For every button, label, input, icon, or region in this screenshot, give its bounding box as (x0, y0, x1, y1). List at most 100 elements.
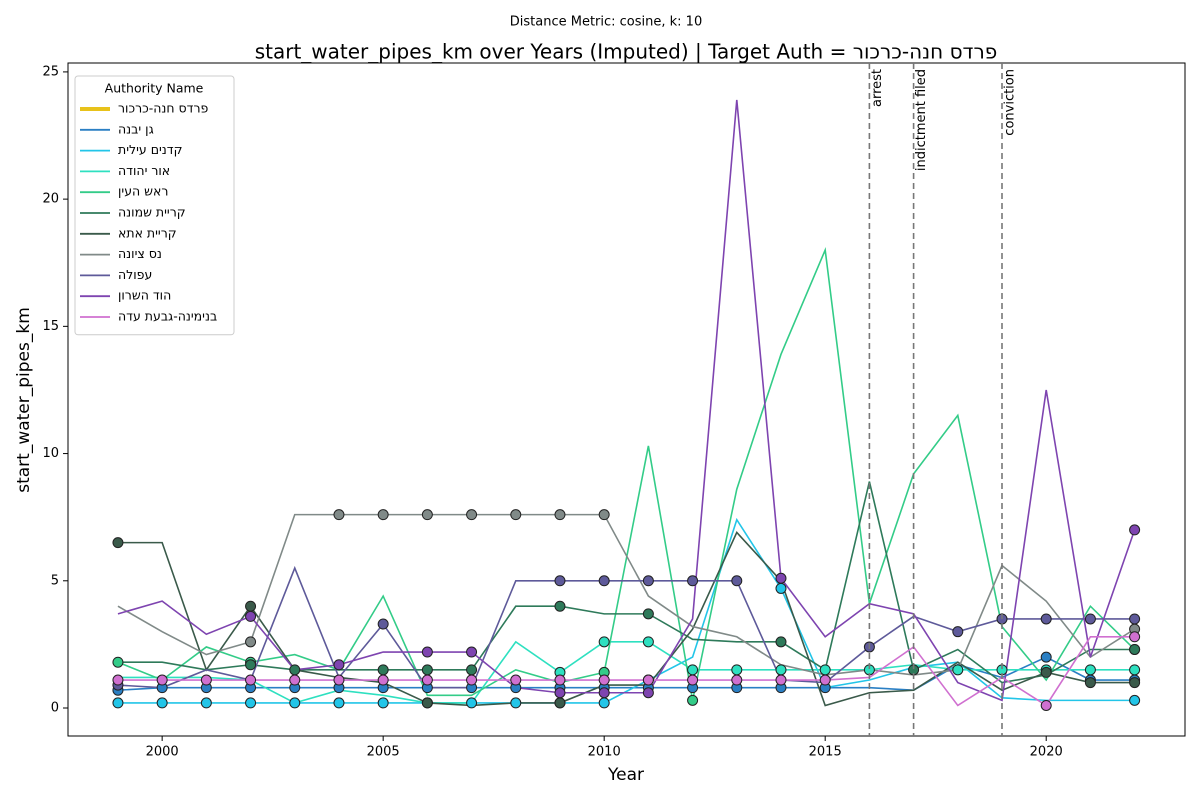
x-tick-label: 2015 (809, 745, 842, 760)
series-line (117, 531, 1135, 707)
imputed-marker (245, 636, 257, 648)
imputed-marker (1129, 694, 1141, 706)
imputed-marker (333, 509, 345, 521)
plot-frame (67, 62, 1186, 737)
imputed-marker (112, 697, 124, 709)
legend-label: הוד השרון (118, 288, 171, 303)
imputed-marker (1040, 613, 1052, 625)
legend-title: Authority Name (105, 81, 204, 96)
imputed-marker (598, 509, 610, 521)
y-tick-label: 10 (42, 446, 59, 461)
imputed-marker (1129, 613, 1141, 625)
legend-label: גן יבנה (118, 121, 154, 136)
imputed-marker (731, 664, 743, 676)
imputed-marker (333, 659, 345, 671)
imputed-marker (554, 600, 566, 612)
imputed-marker (377, 664, 389, 676)
x-tick-label: 2020 (1030, 745, 1063, 760)
series-line (117, 517, 1135, 704)
imputed-marker (554, 674, 566, 686)
y-tick-label: 15 (42, 319, 59, 334)
series-line (117, 246, 1136, 701)
x-tick-label: 2010 (588, 745, 621, 760)
imputed-marker (466, 509, 478, 521)
imputed-marker (775, 582, 787, 594)
y-tick-label: 5 (51, 573, 59, 588)
y-tick-label: 20 (42, 192, 59, 207)
x-tick-label: 2000 (146, 745, 179, 760)
imputed-marker (819, 664, 831, 676)
imputed-marker (377, 618, 389, 630)
series-line (117, 565, 1135, 689)
imputed-marker (687, 694, 699, 706)
imputed-marker (1084, 613, 1096, 625)
imputed-marker (510, 509, 522, 521)
imputed-marker (200, 674, 212, 686)
imputed-marker (245, 697, 257, 709)
imputed-marker (598, 575, 610, 587)
legend-label: קדנים עילית (118, 142, 183, 157)
imputed-marker (687, 674, 699, 686)
y-axis-label: start_water_pipes_km (14, 307, 34, 493)
imputed-marker (1129, 631, 1141, 643)
imputed-marker (952, 626, 964, 638)
legend-label: פרדס חנה-כרכור (118, 101, 209, 116)
imputed-marker (642, 636, 654, 648)
imputed-marker (775, 674, 787, 686)
imputed-marker (421, 674, 433, 686)
imputed-marker (245, 610, 257, 622)
imputed-marker (421, 646, 433, 658)
imputed-marker (554, 687, 566, 699)
imputed-marker (1040, 699, 1052, 711)
imputed-marker (731, 575, 743, 587)
imputed-marker (333, 697, 345, 709)
imputed-marker (156, 674, 168, 686)
imputed-marker (377, 697, 389, 709)
imputed-marker (245, 600, 257, 612)
imputed-marker (466, 664, 478, 676)
series-line (117, 513, 1136, 676)
series-line (117, 640, 1135, 704)
legend-box (74, 75, 235, 336)
legend-label: נס ציונה (118, 246, 162, 261)
imputed-marker (642, 687, 654, 699)
imputed-marker (245, 659, 257, 671)
imputed-marker (377, 509, 389, 521)
imputed-marker (289, 674, 301, 686)
imputed-marker (245, 674, 257, 686)
imputed-marker (1040, 666, 1052, 678)
imputed-marker (1084, 677, 1096, 689)
imputed-marker (775, 664, 787, 676)
imputed-marker (421, 509, 433, 521)
imputed-marker (1040, 651, 1052, 663)
x-tick-label: 2005 (367, 745, 400, 760)
series-line (117, 635, 1135, 707)
event-label: arrest (870, 69, 885, 107)
imputed-marker (598, 636, 610, 648)
imputed-marker (377, 674, 389, 686)
event-label: indictment filed (914, 69, 929, 171)
imputed-marker (731, 674, 743, 686)
imputed-marker (112, 674, 124, 686)
imputed-marker (156, 697, 168, 709)
imputed-marker (598, 687, 610, 699)
imputed-marker (775, 636, 787, 648)
imputed-marker (642, 674, 654, 686)
imputed-marker (1129, 664, 1141, 676)
imputed-marker (554, 509, 566, 521)
imputed-marker (466, 646, 478, 658)
legend-label: קריית שמונה (118, 205, 186, 220)
imputed-marker (642, 608, 654, 620)
imputed-marker (112, 537, 124, 549)
imputed-marker (1129, 677, 1141, 689)
imputed-marker (598, 674, 610, 686)
imputed-marker (819, 674, 831, 686)
imputed-marker (598, 697, 610, 709)
legend-label: ראש העין (118, 184, 168, 199)
y-tick-label: 0 (51, 701, 59, 716)
legend-label: קריית אתא (118, 225, 177, 240)
imputed-marker (775, 572, 787, 584)
legend-label: עפולה (118, 267, 152, 282)
imputed-marker (1084, 664, 1096, 676)
